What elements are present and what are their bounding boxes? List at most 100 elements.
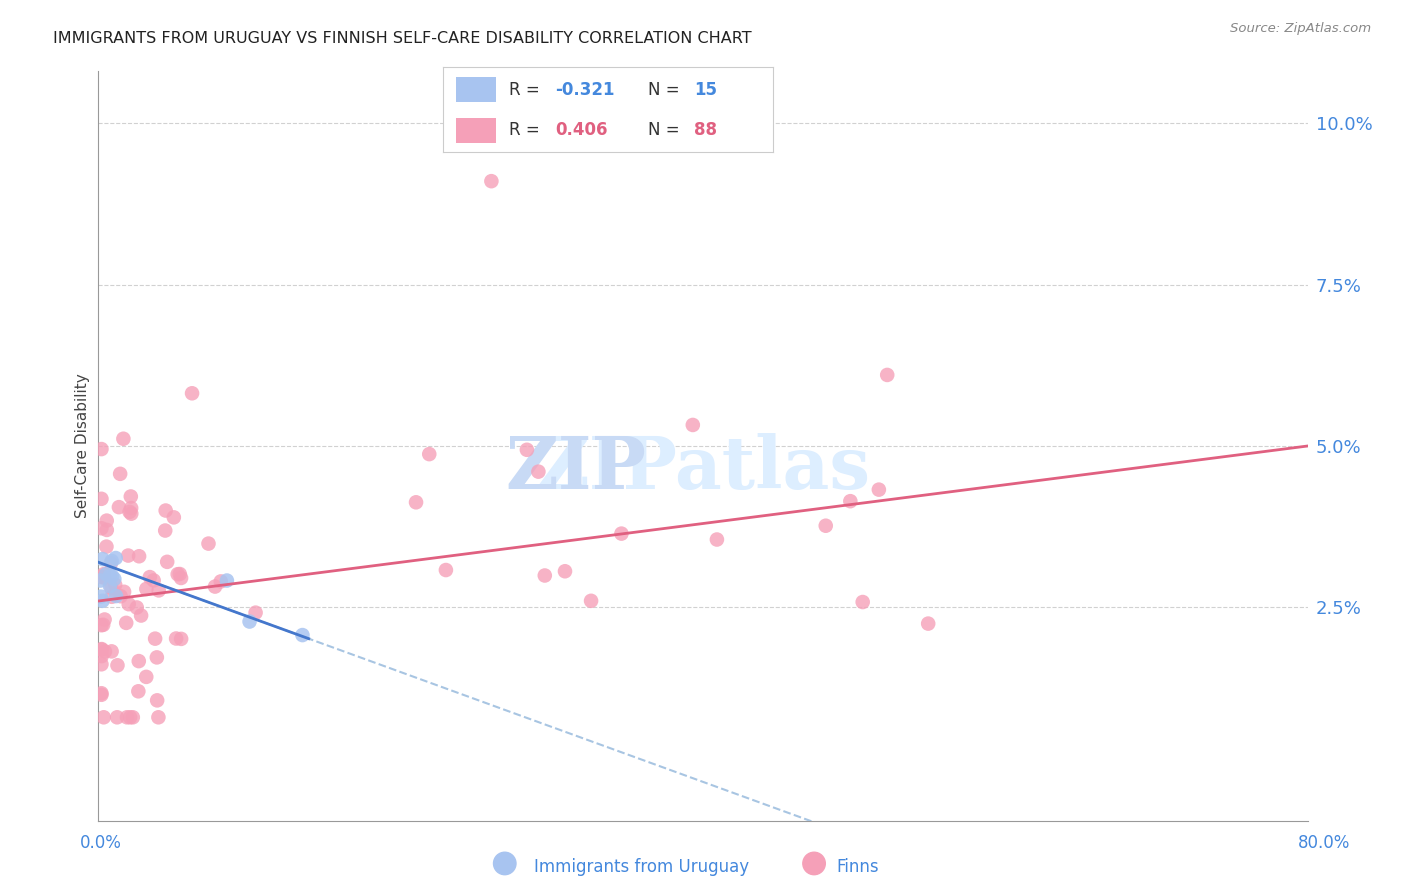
- Point: [155, 524, 177, 538]
- Point: [90, 642, 112, 657]
- Point: [90, 491, 112, 506]
- Point: [481, 174, 503, 188]
- Point: [146, 693, 169, 707]
- Point: [103, 572, 125, 586]
- Point: [104, 578, 127, 592]
- Point: [527, 465, 550, 479]
- Point: [127, 684, 149, 698]
- Point: [579, 594, 602, 608]
- Point: [93, 571, 115, 585]
- Point: [245, 606, 267, 620]
- Point: [169, 567, 191, 582]
- Point: [163, 510, 186, 524]
- Text: ZIPatlas: ZIPatlas: [536, 433, 870, 504]
- Point: [108, 500, 131, 515]
- Point: [90, 618, 112, 632]
- Text: R =: R =: [509, 81, 546, 99]
- Point: [405, 495, 427, 509]
- Text: N =: N =: [648, 121, 685, 139]
- Point: [94, 644, 117, 658]
- Point: [100, 644, 122, 658]
- Point: [96, 523, 118, 537]
- Point: [135, 670, 157, 684]
- Point: [108, 467, 131, 481]
- Text: R =: R =: [509, 121, 546, 139]
- Point: [839, 494, 862, 508]
- Text: Immigrants from Uruguay: Immigrants from Uruguay: [534, 858, 749, 876]
- Point: [90, 649, 112, 664]
- Point: [156, 555, 179, 569]
- Point: [118, 597, 141, 611]
- Point: [170, 632, 193, 646]
- Point: [100, 581, 122, 595]
- Point: [96, 567, 118, 582]
- Point: [166, 567, 188, 582]
- Point: [98, 579, 121, 593]
- Point: [100, 556, 122, 570]
- Point: [876, 368, 898, 382]
- Point: [516, 442, 538, 457]
- Point: [682, 417, 704, 432]
- Text: 80.0%: 80.0%: [1298, 834, 1351, 852]
- Point: [91, 617, 114, 632]
- Text: 88: 88: [695, 121, 717, 139]
- Point: [112, 432, 135, 446]
- Text: 15: 15: [695, 81, 717, 99]
- Point: [90, 521, 112, 535]
- Circle shape: [494, 852, 516, 875]
- Point: [814, 518, 837, 533]
- Point: [100, 590, 122, 604]
- Point: [93, 567, 115, 582]
- Point: [610, 526, 633, 541]
- Point: [204, 580, 226, 594]
- Point: [90, 442, 112, 456]
- Point: [129, 608, 152, 623]
- Point: [100, 554, 122, 568]
- FancyBboxPatch shape: [456, 77, 496, 103]
- Point: [146, 650, 169, 665]
- Point: [104, 551, 127, 566]
- Point: [93, 613, 115, 627]
- Text: IMMIGRANTS FROM URUGUAY VS FINNISH SELF-CARE DISABILITY CORRELATION CHART: IMMIGRANTS FROM URUGUAY VS FINNISH SELF-…: [53, 31, 752, 46]
- Point: [105, 710, 128, 724]
- Point: [554, 564, 576, 578]
- Text: -0.321: -0.321: [555, 81, 614, 99]
- Point: [706, 533, 728, 547]
- Point: [128, 654, 150, 668]
- Point: [98, 568, 121, 582]
- Point: [125, 600, 148, 615]
- Text: Source: ZipAtlas.com: Source: ZipAtlas.com: [1230, 22, 1371, 36]
- Text: 0.0%: 0.0%: [80, 834, 122, 852]
- Text: ZIP: ZIP: [506, 433, 647, 504]
- Point: [107, 658, 129, 673]
- Point: [135, 582, 157, 596]
- Point: [239, 615, 262, 629]
- Point: [143, 632, 166, 646]
- Point: [121, 710, 143, 724]
- Point: [139, 570, 162, 584]
- Point: [112, 584, 135, 599]
- Point: [90, 570, 112, 584]
- Point: [115, 615, 138, 630]
- Circle shape: [803, 852, 825, 875]
- Point: [120, 710, 142, 724]
- Point: [170, 571, 193, 585]
- Point: [117, 549, 139, 563]
- Point: [90, 642, 112, 657]
- Point: [89, 574, 111, 588]
- Point: [96, 540, 118, 554]
- Point: [291, 628, 314, 642]
- Point: [90, 688, 112, 702]
- Point: [90, 686, 112, 700]
- Text: N =: N =: [648, 81, 685, 99]
- Point: [110, 589, 132, 603]
- Point: [128, 549, 150, 564]
- Point: [155, 503, 177, 517]
- Point: [142, 574, 165, 588]
- Point: [148, 583, 170, 598]
- Point: [209, 574, 232, 589]
- Point: [91, 594, 114, 608]
- FancyBboxPatch shape: [456, 118, 496, 143]
- Point: [91, 552, 114, 566]
- Point: [165, 632, 187, 646]
